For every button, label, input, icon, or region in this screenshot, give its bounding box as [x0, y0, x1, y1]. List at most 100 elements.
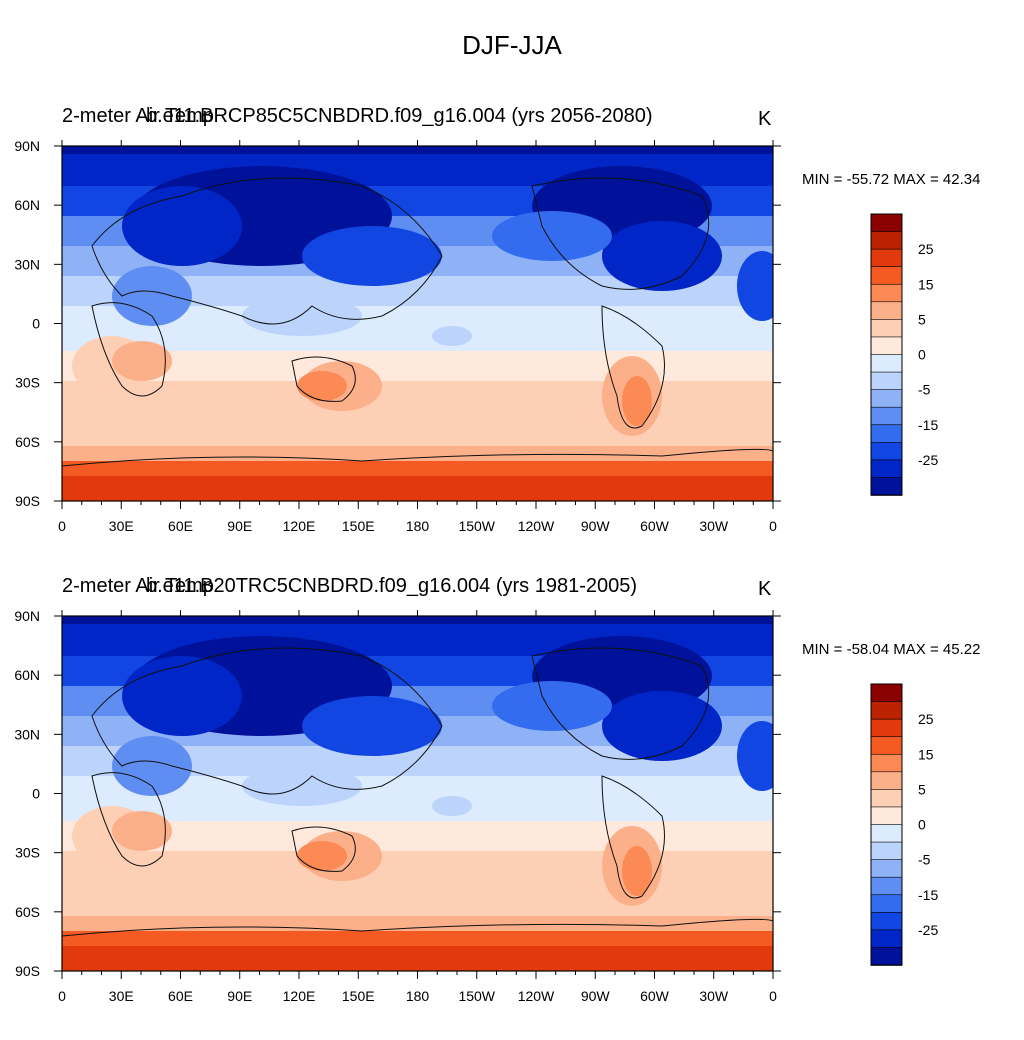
colorbar-label: 5 [918, 781, 926, 797]
x-tick-label: 60W [640, 988, 670, 1004]
x-tick-label: 0 [769, 988, 777, 1004]
temperature-region [432, 796, 472, 816]
y-tick-label: 90S [15, 963, 40, 979]
x-tick-label: 30E [109, 988, 134, 1004]
x-tick-label: 60E [168, 518, 193, 534]
y-tick-label: 90S [15, 493, 40, 509]
colorbar-label: -5 [918, 382, 931, 398]
case-name: b.e11.B20TRC5CNBDRD.f09_g16.004 (yrs 198… [146, 575, 638, 597]
colorbar-swatch [870, 283, 903, 303]
colorbar-swatch [870, 736, 903, 756]
colorbar-swatch [870, 859, 903, 878]
x-tick-label: 150W [458, 988, 495, 1004]
colorbar-swatch [870, 406, 903, 426]
y-tick-label: 30N [14, 726, 40, 742]
temperature-region [492, 681, 612, 731]
y-tick-label: 60S [15, 904, 40, 920]
y-tick-label: 60S [15, 434, 40, 450]
y-tick-label: 60N [14, 667, 40, 683]
coastline [531, 647, 710, 760]
temperature-region [242, 296, 362, 336]
coastline [91, 302, 166, 397]
min-max-label: MIN = -55.72 MAX = 42.34 [802, 171, 981, 188]
x-tick-label: 60W [640, 518, 670, 534]
colorbar-swatch [870, 371, 903, 391]
colorbar-swatch [870, 442, 903, 461]
temperature-band [62, 851, 773, 916]
temperature-map: 0 30E 60E 90E 120E 150E 180 150W 120W 90W 60W 30W 0 9… [14, 138, 938, 534]
x-tick-label: 120W [518, 988, 555, 1004]
coastline [91, 647, 443, 795]
colorbar-swatch [870, 824, 903, 843]
x-tick-label: 90E [227, 988, 252, 1004]
y-tick-label: 30S [15, 375, 40, 391]
temperature-band [62, 491, 773, 501]
colorbar-swatch [870, 771, 903, 791]
coastline [62, 918, 773, 937]
coastline [601, 775, 665, 899]
map-panel-top: 2-meter Air Temp b.e11.BRCP85C5CNBDRD.f0… [0, 100, 1024, 570]
y-tick-label: 0 [32, 786, 40, 802]
temperature-band [62, 146, 773, 154]
colorbar-swatch [870, 424, 903, 444]
coastline [91, 177, 443, 325]
temperature-band [62, 931, 773, 946]
colorbar-swatch [870, 841, 903, 861]
temperature-region [602, 691, 722, 761]
temperature-region [112, 811, 172, 851]
units-label: K [758, 578, 772, 600]
colorbar-label: 15 [918, 276, 934, 292]
colorbar-swatch [870, 301, 903, 321]
x-tick-label: 150E [342, 518, 375, 534]
colorbar-swatch [870, 753, 903, 773]
colorbar-swatch [870, 876, 903, 896]
variable-name: 2-meter Air Temp [62, 575, 214, 597]
temperature-region [112, 341, 172, 381]
colorbar-swatch [870, 912, 903, 931]
x-tick-label: 0 [58, 988, 66, 1004]
temperature-region [492, 211, 612, 261]
min-max-label: MIN = -58.04 MAX = 45.22 [802, 641, 981, 658]
x-tick-label: 30W [699, 988, 729, 1004]
colorbar-label: -5 [918, 852, 931, 868]
coastline [291, 826, 356, 872]
temperature-region [622, 376, 652, 426]
x-tick-label: 120W [518, 518, 555, 534]
variable-name: 2-meter Air Temp [62, 105, 214, 127]
temperature-region [297, 841, 347, 871]
temperature-band [62, 461, 773, 476]
x-tick-label: 90W [581, 988, 611, 1004]
panel-title: 2-meter Air Temp b.e11.BRCP85C5CNBDRD.f0… [62, 105, 653, 128]
main-title: DJF-JJA [462, 30, 562, 60]
panel-title: 2-meter Air Temp b.e11.B20TRC5CNBDRD.f09… [62, 575, 637, 598]
colorbar-swatch [870, 929, 903, 949]
temperature-band [62, 381, 773, 446]
temperature-band [62, 616, 773, 624]
coastline [91, 772, 166, 867]
temperature-region [737, 721, 773, 791]
colorbar-swatch [870, 336, 903, 356]
x-tick-label: 150E [342, 988, 375, 1004]
temperature-region [302, 226, 442, 286]
x-tick-label: 0 [769, 518, 777, 534]
temperature-map: 0 30E 60E 90E 120E 150E 180 150W 120W 90W 60W 30W 0 9… [14, 608, 938, 1004]
map-panel-bottom: 2-meter Air Temp b.e11.B20TRC5CNBDRD.f09… [0, 570, 1024, 1040]
y-tick-label: 0 [32, 316, 40, 332]
temperature-region [602, 776, 682, 816]
colorbar-label: 25 [918, 241, 934, 257]
temperature-region [242, 766, 362, 806]
x-tick-label: 120E [283, 988, 316, 1004]
colorbar-label: 15 [918, 746, 934, 762]
colorbar-swatch [870, 683, 903, 703]
colorbar-swatch [870, 701, 903, 720]
temperature-region [122, 656, 242, 736]
x-tick-label: 0 [58, 518, 66, 534]
x-tick-label: 90W [581, 518, 611, 534]
colorbar-swatch [870, 894, 903, 914]
y-tick-label: 90N [14, 138, 40, 154]
colorbar-label: -25 [918, 922, 938, 938]
colorbar-frame [870, 683, 903, 966]
colorbar-label: 0 [918, 347, 926, 363]
colorbar-swatch [870, 266, 903, 286]
colorbar-swatch [870, 319, 903, 338]
